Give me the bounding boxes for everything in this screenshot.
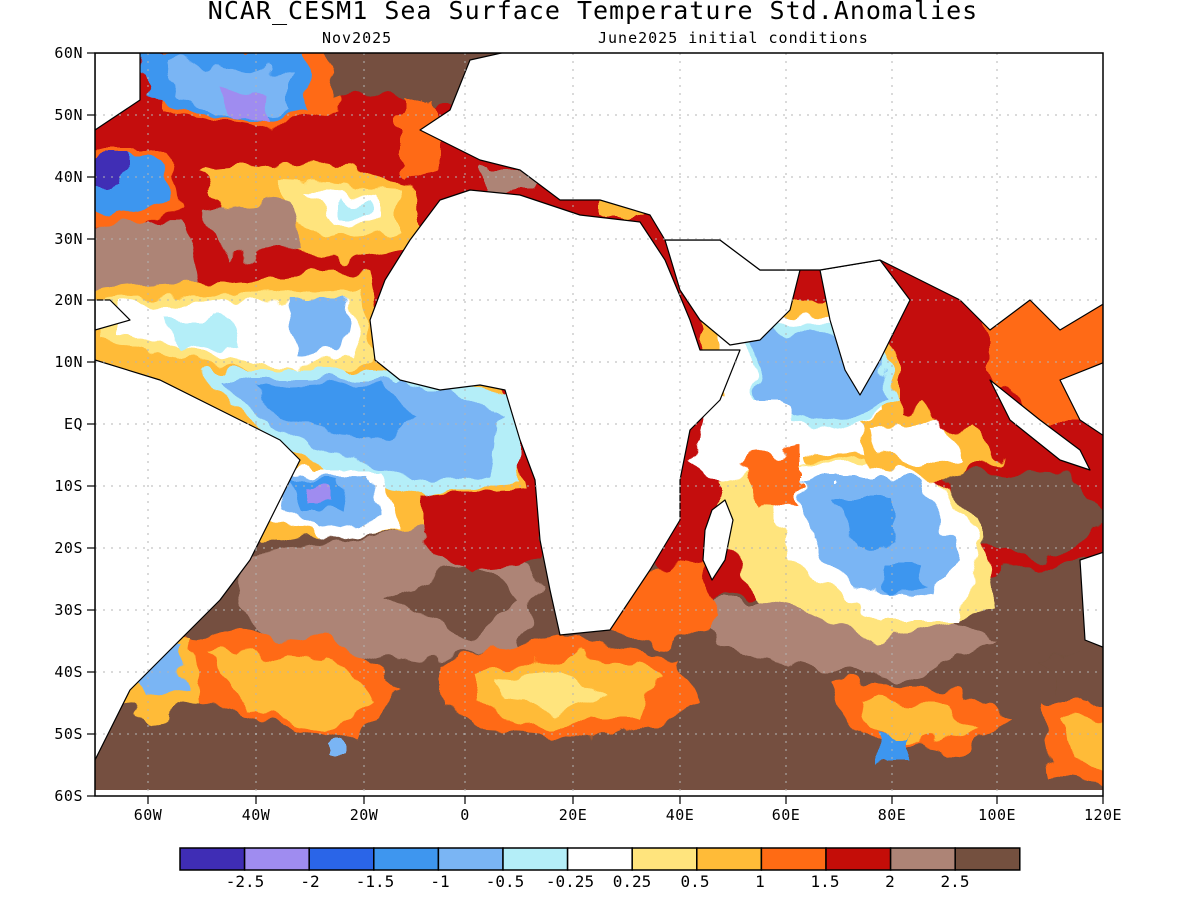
lon-label-80e: 80E <box>877 806 907 824</box>
lat-label-60s: 60S <box>54 787 83 805</box>
colorbar-swatch <box>502 847 569 871</box>
colorbar-label: 0.5 <box>680 872 710 891</box>
forecast-month: Nov2025 <box>322 29 393 47</box>
colorbar-swatch <box>566 847 633 871</box>
axis-ticks <box>87 52 1104 804</box>
colorbar-label: -0.25 <box>545 872 595 891</box>
lon-label-40e: 40E <box>665 806 695 824</box>
colorbar-label: -1.5 <box>355 872 395 891</box>
lon-label-20e: 20E <box>558 806 588 824</box>
colorbar-label: -0.5 <box>485 872 525 891</box>
lon-label-60w: 60W <box>133 806 163 824</box>
lon-label-40w: 40W <box>241 806 271 824</box>
lat-label-20n: 20N <box>54 291 83 309</box>
lat-label-20s: 20S <box>54 539 83 557</box>
colorbar-swatch <box>308 847 375 871</box>
colorbar-swatch <box>825 847 892 871</box>
colorbar-swatch <box>696 847 763 871</box>
colorbar-label: 1 <box>755 872 765 891</box>
lon-label-100e: 100E <box>977 806 1017 824</box>
lon-label-120e: 120E <box>1083 806 1123 824</box>
colorbar-label: 2.5 <box>940 872 970 891</box>
colorbar-swatch <box>179 847 246 871</box>
lat-label-30s: 30S <box>54 601 83 619</box>
initial-conditions-label: June2025 initial conditions <box>598 29 869 47</box>
colorbar-swatch <box>889 847 956 871</box>
lat-label-50s: 50S <box>54 725 83 743</box>
anomaly-field <box>95 53 1103 796</box>
lat-label-30n: 30N <box>54 230 83 248</box>
colorbar-swatch <box>437 847 504 871</box>
graticule <box>95 53 1103 796</box>
colorbar-swatch <box>954 847 1021 871</box>
lon-label-60e: 60E <box>771 806 801 824</box>
lat-label-10s: 10S <box>54 477 83 495</box>
colorbar-label: -2 <box>300 872 320 891</box>
lat-label-10n: 10N <box>54 353 83 371</box>
colorbar <box>179 847 1021 871</box>
map-title: NCAR_CESM1 Sea Surface Temperature Std.A… <box>207 0 979 25</box>
lat-label-40s: 40S <box>54 663 83 681</box>
lat-label-eq: EQ <box>63 415 83 433</box>
lat-label-50n: 50N <box>54 106 83 124</box>
colorbar-swatch <box>243 847 310 871</box>
lon-label-20w: 20W <box>349 806 379 824</box>
lat-label-60n: 60N <box>54 44 83 62</box>
colorbar-label: 1.5 <box>810 872 840 891</box>
colorbar-swatch <box>373 847 440 871</box>
lon-label-0: 0 <box>460 806 470 824</box>
colorbar-label: -2.5 <box>225 872 265 891</box>
land-masses <box>95 53 1103 796</box>
lat-label-40n: 40N <box>54 168 83 186</box>
colorbar-swatch <box>760 847 827 871</box>
colorbar-label: 2 <box>885 872 895 891</box>
colorbar-label: 0.25 <box>612 872 652 891</box>
colorbar-label: -1 <box>430 872 450 891</box>
colorbar-swatch <box>631 847 698 871</box>
